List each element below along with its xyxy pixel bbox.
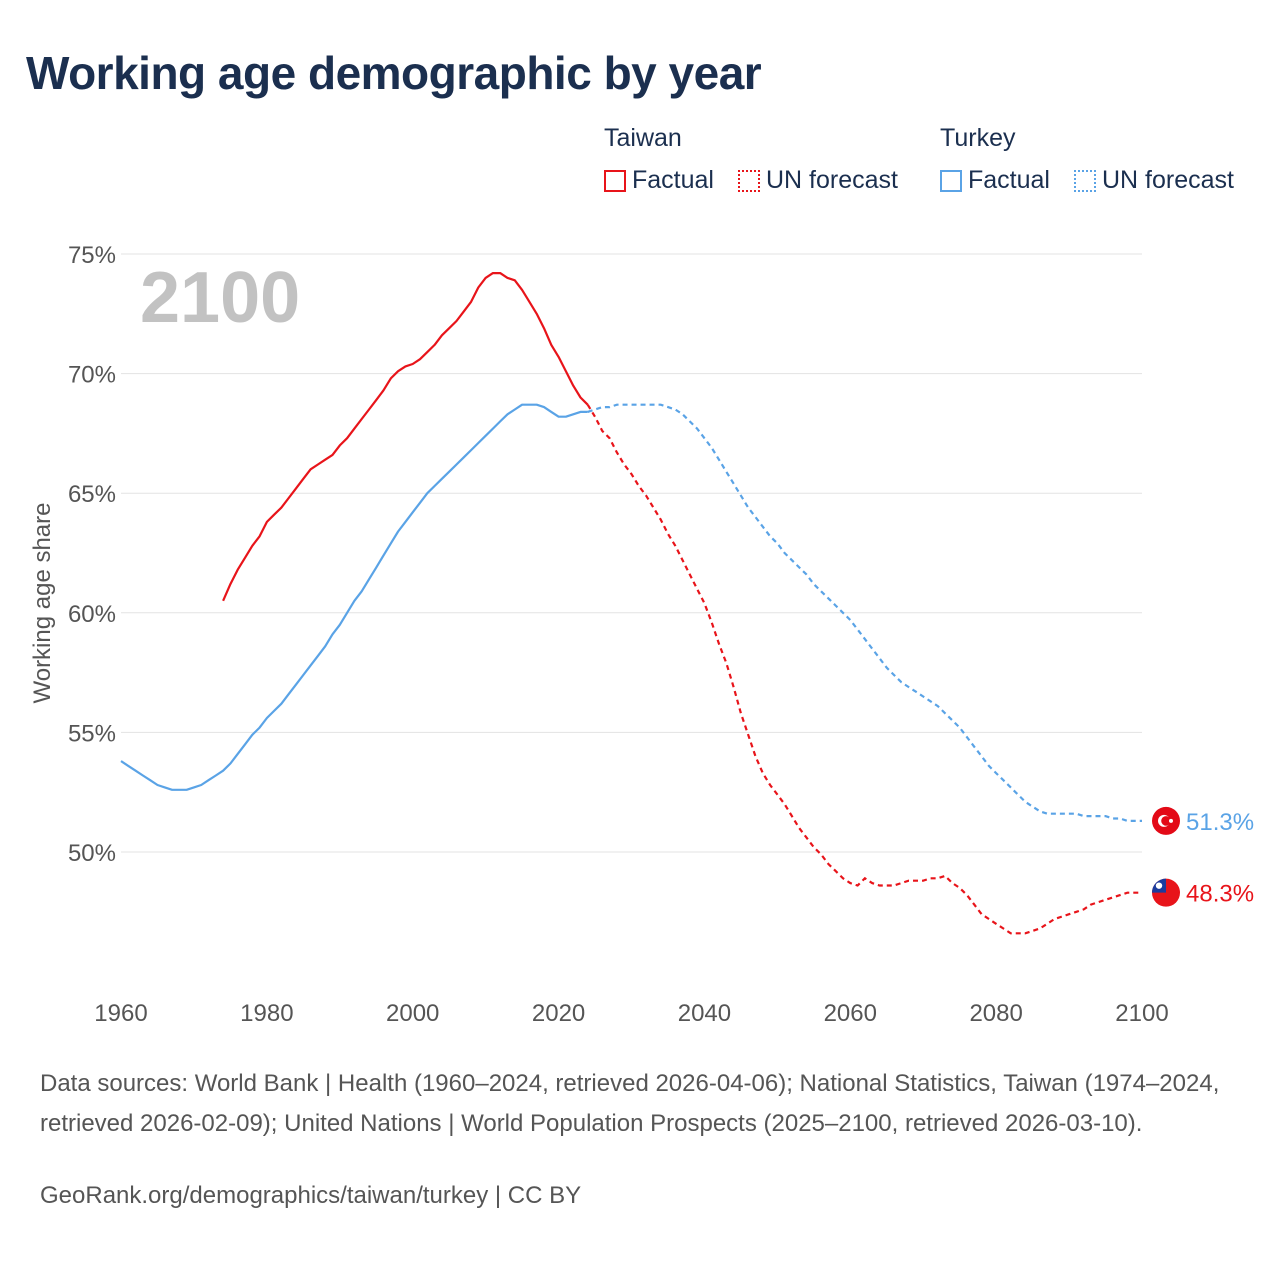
data-sources: Data sources: World Bank | Health (1960–… [40, 1070, 1220, 1137]
x-axis-ticks: 1960 1980 2000 2020 2040 2060 2080 2100 [94, 1000, 1168, 1027]
line-chart: 2100 Working age share 50% 55% 60% 65% 70% 75… [29, 242, 1254, 1027]
legend-label: Factual [632, 166, 714, 194]
x-tick-label: 2100 [1115, 1000, 1168, 1027]
legend-turkey-forecast[interactable]: UN forecast [1074, 166, 1234, 195]
y-tick-label: 55% [68, 720, 116, 747]
legend-swatch-solid [940, 169, 962, 192]
legend-swatch-dotted [738, 169, 760, 192]
legend-swatch-dotted [1074, 169, 1096, 192]
y-axis-ticks: 50% 55% 60% 65% 70% 75% [68, 242, 116, 867]
legend-turkey-factual[interactable]: Factual [940, 166, 1050, 195]
legend-label: UN forecast [1102, 166, 1234, 194]
taiwan-flag [1152, 878, 1180, 907]
year-watermark: 2100 [140, 258, 300, 338]
x-tick-label: 2000 [386, 1000, 439, 1027]
legend-swatch-solid [604, 169, 626, 192]
legend-label: UN forecast [766, 166, 898, 194]
x-tick-label: 2080 [969, 1000, 1022, 1027]
gridlines [121, 253, 1142, 853]
taiwan-forecast-line[interactable] [586, 404, 1142, 935]
x-tick-label: 2060 [824, 1000, 877, 1027]
y-tick-label: 60% [68, 601, 116, 628]
y-tick-label: 75% [68, 242, 116, 269]
chart-title: Working age demographic by year [26, 47, 762, 99]
y-axis-label: Working age share [29, 503, 56, 704]
end-labels: 48.3% 51.3% [1152, 806, 1254, 908]
y-tick-label: 70% [68, 362, 116, 389]
turkey-flag [1152, 806, 1180, 835]
turkey-end-label: 51.3% [1186, 809, 1254, 836]
x-tick-label: 2040 [678, 1000, 731, 1027]
legend-group-taiwan: Taiwan [604, 124, 682, 152]
legend-group-turkey: Turkey [940, 124, 1016, 152]
x-tick-label: 2020 [532, 1000, 585, 1027]
legend-label: Factual [968, 166, 1050, 194]
taiwan-factual-line[interactable] [222, 272, 589, 602]
y-tick-label: 50% [68, 840, 116, 867]
taiwan-end-label: 48.3% [1186, 881, 1254, 908]
turkey-factual-line[interactable] [120, 403, 588, 791]
source-link[interactable]: GeoRank.org/demographics/taiwan/turkey |… [40, 1182, 582, 1209]
x-tick-label: 1980 [240, 1000, 293, 1027]
legend-taiwan-forecast[interactable]: UN forecast [738, 166, 898, 195]
x-tick-label: 1960 [94, 1000, 147, 1027]
y-tick-label: 65% [68, 481, 116, 508]
legend-taiwan-factual[interactable]: Factual [604, 166, 714, 195]
series-lines [120, 272, 1142, 935]
turkey-forecast-line[interactable] [587, 403, 1142, 822]
